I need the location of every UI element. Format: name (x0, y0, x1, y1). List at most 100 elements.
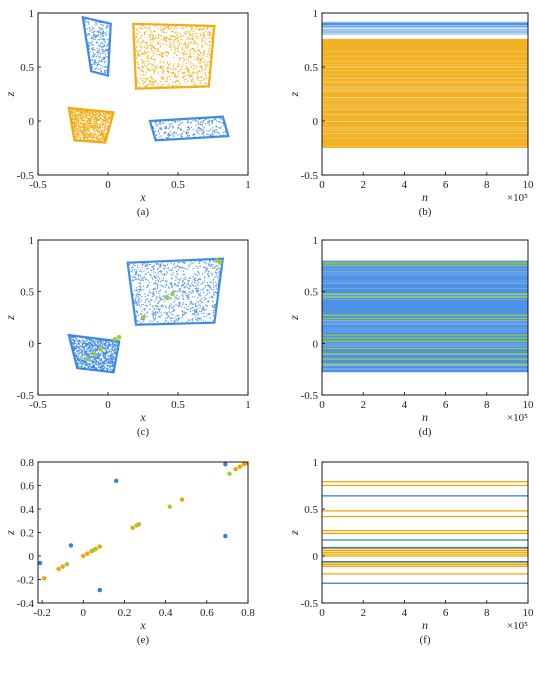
data-point (154, 277, 157, 279)
data-point (104, 367, 106, 369)
data-point (136, 62, 138, 64)
data-point (217, 121, 219, 123)
data-point (81, 355, 83, 357)
data-point (198, 62, 200, 65)
data-point (139, 282, 141, 284)
data-point (193, 50, 195, 52)
data-point (149, 69, 152, 71)
data-point (104, 119, 106, 122)
data-point (211, 122, 213, 124)
data-point (94, 355, 97, 358)
data-point (180, 35, 182, 37)
data-point (176, 298, 178, 300)
data-point (141, 40, 143, 43)
data-point (165, 125, 167, 128)
data-point (187, 288, 190, 290)
data-point (198, 127, 201, 129)
data-point (182, 291, 184, 293)
data-point (82, 132, 84, 134)
data-point (193, 72, 195, 74)
data-point (156, 307, 158, 310)
data-point (194, 313, 196, 316)
data-point (203, 52, 205, 55)
data-point (206, 273, 208, 275)
data-point (202, 306, 204, 308)
data-point (176, 79, 178, 82)
data-point (186, 321, 188, 323)
data-point (195, 42, 197, 44)
data-point (183, 56, 185, 59)
data-point (102, 46, 105, 48)
data-point (201, 289, 203, 291)
data-point (92, 34, 95, 37)
data-point (166, 26, 168, 29)
data-point (81, 119, 84, 121)
data-point (156, 297, 158, 299)
data-point (94, 134, 96, 136)
data-point (94, 357, 96, 359)
data-point (203, 27, 205, 29)
data-point (113, 346, 115, 348)
data-point (138, 278, 140, 281)
data-point (203, 316, 205, 318)
data-point (202, 61, 205, 63)
data-point (196, 317, 199, 320)
data-point (86, 350, 88, 352)
data-point (196, 130, 198, 132)
data-point (177, 128, 179, 130)
data-point (160, 76, 162, 78)
data-point (192, 70, 195, 73)
data-point (184, 68, 186, 70)
data-point (203, 32, 205, 35)
data-point (201, 125, 204, 127)
data-point (181, 295, 183, 297)
data-point (191, 296, 194, 298)
data-point (218, 275, 220, 277)
data-point (176, 75, 178, 78)
data-point (184, 79, 186, 81)
data-point (151, 278, 154, 280)
data-point (158, 37, 160, 39)
data-point (81, 130, 83, 133)
data-point (174, 120, 176, 123)
data-point (175, 84, 177, 86)
data-point (188, 126, 190, 128)
x-tick-label: 0.8 (241, 607, 255, 619)
data-point (196, 72, 199, 75)
data-point (169, 44, 171, 46)
data-point (186, 268, 189, 270)
x-tick-label: 10 (523, 607, 535, 619)
data-point (195, 290, 198, 292)
data-point (198, 28, 200, 31)
data-point (94, 38, 97, 41)
data-point (131, 279, 134, 282)
data-point (81, 343, 84, 346)
data-point (101, 131, 103, 133)
data-point (106, 119, 108, 121)
data-point (208, 275, 210, 277)
data-point (158, 278, 161, 280)
data-point (107, 25, 110, 28)
data-point (205, 42, 207, 44)
data-point (109, 364, 111, 367)
data-point (102, 366, 105, 368)
data-point (215, 281, 217, 284)
data-point (181, 316, 184, 318)
data-point (113, 349, 115, 352)
data-point (177, 134, 179, 136)
data-point (196, 37, 199, 40)
data-point (154, 288, 156, 290)
data-point (157, 71, 159, 73)
data-point (208, 119, 211, 122)
data-point (159, 80, 162, 82)
data-point (162, 53, 164, 55)
data-point (75, 120, 78, 122)
data-point (90, 339, 92, 341)
data-point (74, 111, 77, 114)
data-point (145, 52, 147, 54)
data-point (85, 116, 88, 118)
data-point (95, 55, 98, 57)
data-point (96, 129, 98, 132)
data-point (92, 131, 95, 133)
y-tick-label: -0.5 (301, 598, 319, 610)
